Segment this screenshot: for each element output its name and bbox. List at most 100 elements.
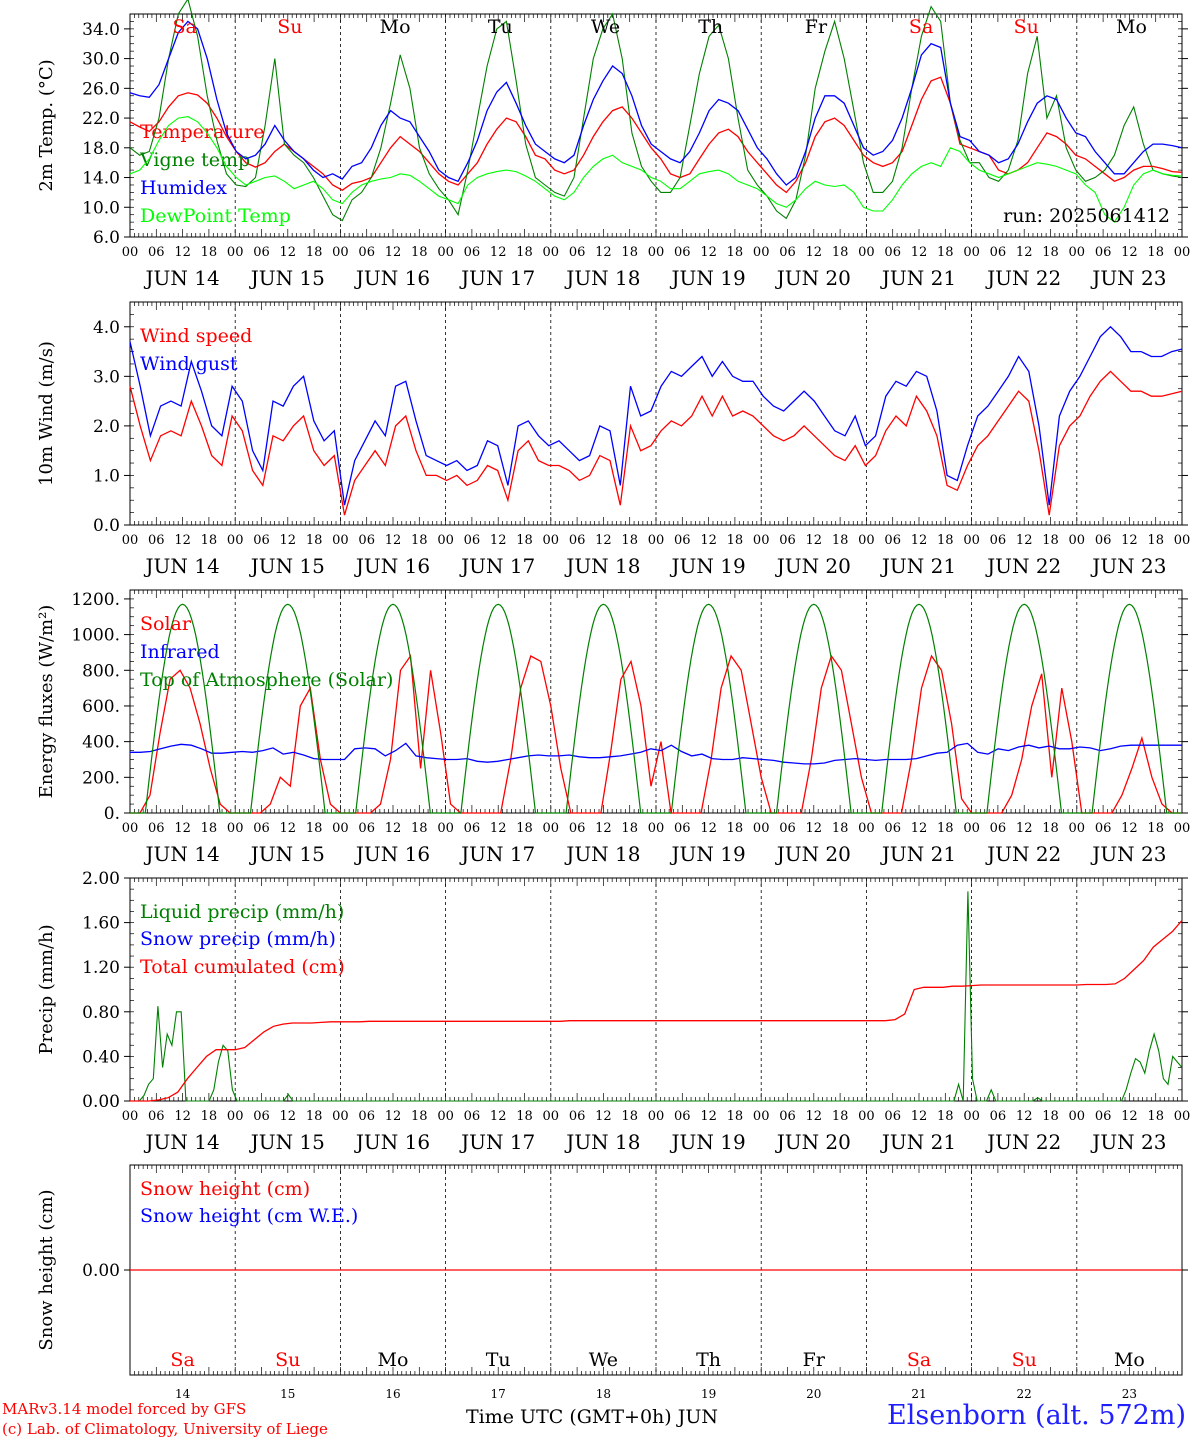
hour-label: 06: [253, 245, 270, 260]
y-tick-label: 18.0: [82, 139, 120, 159]
plot-frame: [129, 301, 1183, 526]
day-number-label: 19: [701, 1387, 716, 1401]
day-label: JUN 22: [985, 842, 1061, 866]
hour-label: 12: [280, 533, 297, 548]
hour-label: 00: [122, 821, 139, 836]
day-label: JUN 19: [670, 266, 746, 290]
day-label: JUN 17: [459, 266, 535, 290]
hour-label: 18: [1042, 1109, 1059, 1124]
hour-label: 00: [122, 1109, 139, 1124]
weekday-label: Sa: [170, 1349, 194, 1371]
hour-label: 12: [1016, 533, 1033, 548]
y-axis-label: 10m Wind (m/s): [36, 341, 57, 486]
y-tick-label: 2.0: [93, 417, 120, 437]
weekday-label: Sa: [909, 16, 933, 38]
legend-entry: Humidex: [140, 177, 227, 199]
hour-label: 18: [937, 821, 954, 836]
weekday-label: Mo: [378, 1349, 409, 1371]
hour-label: 00: [648, 533, 665, 548]
hour-label: 06: [674, 1109, 691, 1124]
hour-label: 18: [832, 1109, 849, 1124]
day-label: JUN 16: [354, 842, 430, 866]
weekday-label: Su: [275, 1349, 300, 1371]
hour-label: 18: [411, 533, 428, 548]
hour-label: 00: [332, 533, 349, 548]
hour-label: 18: [832, 821, 849, 836]
hour-label: 18: [937, 533, 954, 548]
hour-label: 12: [490, 245, 507, 260]
series-line-1: [129, 0, 1183, 222]
hour-label: 12: [174, 245, 191, 260]
legend-entry: Solar: [140, 613, 192, 635]
hour-label: 06: [1095, 533, 1112, 548]
hour-label: 12: [1121, 533, 1138, 548]
hour-label: 06: [674, 821, 691, 836]
hour-label: 12: [806, 245, 823, 260]
hour-label: 18: [1147, 245, 1164, 260]
hour-label: 00: [858, 821, 875, 836]
hour-label: 06: [148, 245, 165, 260]
hour-label: 12: [911, 1109, 928, 1124]
hour-label: 06: [358, 1109, 375, 1124]
day-label: JUN 20: [775, 554, 851, 578]
hour-label: 12: [385, 1109, 402, 1124]
hour-label: 00: [963, 1109, 980, 1124]
day-label: JUN 23: [1090, 842, 1166, 866]
panel-3: 0. 200. 400. 600. 800. 1000. 1200. Energy fluxe…: [36, 589, 1190, 866]
legend-entry: Wind speed: [140, 325, 252, 347]
series-line-1: [129, 325, 1183, 506]
hour-label: 00: [543, 245, 560, 260]
weekday-label: Tu: [486, 1349, 511, 1371]
hour-label: 12: [700, 245, 717, 260]
hour-label: 00: [1069, 821, 1086, 836]
hour-label: 06: [1095, 245, 1112, 260]
day-label: JUN 15: [249, 554, 325, 578]
panel-2: 0.0 1.0 2.0 3.0 4.0 10m Wind (m/s) Wind speed W…: [36, 301, 1190, 578]
hour-label: 18: [306, 533, 323, 548]
series-line-toa-solar: [130, 603, 1182, 814]
hour-label: 12: [490, 533, 507, 548]
y-tick-label: 0.80: [82, 1003, 120, 1023]
weekday-label: Fr: [803, 1349, 826, 1371]
hour-label: 00: [1174, 245, 1191, 260]
hour-label: 00: [753, 1109, 770, 1124]
y-tick-label: 0.: [104, 804, 120, 824]
hour-label: 12: [806, 821, 823, 836]
weekday-label: We: [591, 16, 620, 38]
day-label: JUN 23: [1090, 266, 1166, 290]
hour-label: 00: [122, 533, 139, 548]
legend-entry: Top of Atmosphere (Solar): [140, 669, 393, 691]
hour-label: 12: [1121, 245, 1138, 260]
legend-entry: Infrared: [140, 641, 220, 663]
day-number-label: 23: [1122, 1387, 1137, 1401]
hour-label: 18: [727, 1109, 744, 1124]
hour-label: 18: [411, 821, 428, 836]
hour-label: 00: [963, 245, 980, 260]
hour-label: 06: [1095, 1109, 1112, 1124]
y-tick-label: 30.0: [82, 50, 120, 70]
hour-label: 18: [411, 1109, 428, 1124]
day-label: JUN 20: [775, 266, 851, 290]
day-number-label: 17: [491, 1387, 506, 1401]
hour-label: 00: [648, 821, 665, 836]
day-label: JUN 14: [144, 266, 220, 290]
y-tick-label: 800.: [82, 661, 120, 681]
series-line-0: [130, 654, 1182, 814]
day-label: JUN 16: [354, 266, 430, 290]
day-number-label: 15: [280, 1387, 295, 1401]
legend-entry: Total cumulated (cm): [140, 956, 345, 978]
hour-label: 06: [464, 1109, 481, 1124]
hour-label: 18: [201, 821, 218, 836]
hour-label: 00: [332, 1109, 349, 1124]
series-line-1: [130, 742, 1182, 765]
hour-label: 18: [306, 821, 323, 836]
hour-label: 00: [122, 245, 139, 260]
hour-label: 06: [779, 533, 796, 548]
day-label: JUN 17: [459, 1130, 535, 1154]
hour-label: 12: [280, 821, 297, 836]
hour-label: 12: [174, 1109, 191, 1124]
day-label: JUN 21: [880, 266, 956, 290]
weekday-label: Th: [696, 1349, 721, 1371]
hour-label: 12: [385, 533, 402, 548]
